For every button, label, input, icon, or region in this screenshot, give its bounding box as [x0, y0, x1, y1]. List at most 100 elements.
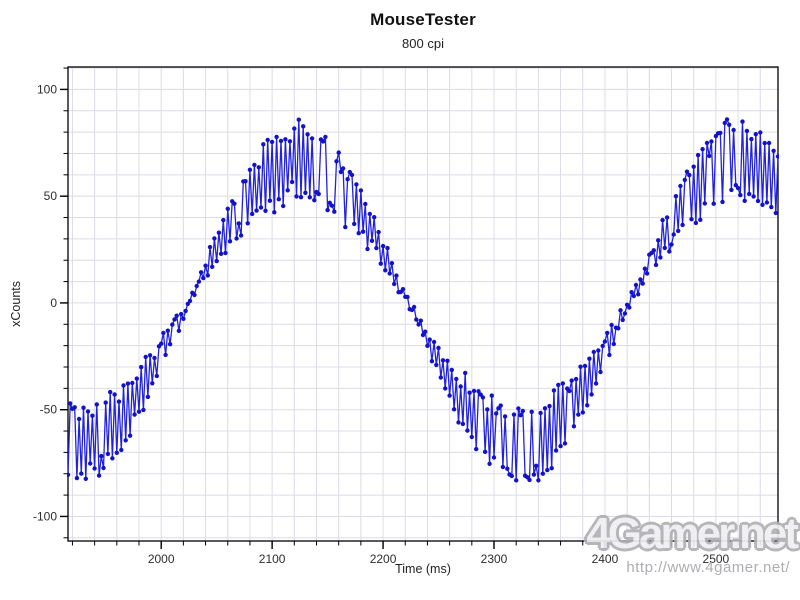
plot-border — [67, 66, 779, 542]
data-point — [724, 117, 730, 122]
data-point — [352, 221, 357, 227]
data-point — [289, 179, 295, 185]
data-point — [445, 358, 450, 363]
data-point — [141, 407, 146, 413]
data-point — [287, 139, 293, 144]
data-point — [127, 433, 133, 438]
axis-layer — [60, 67, 761, 549]
data-point — [243, 179, 248, 184]
data-point — [711, 201, 716, 206]
data-point — [553, 448, 559, 453]
data-point — [74, 475, 80, 481]
data-point — [245, 221, 250, 226]
data-point — [210, 264, 215, 269]
data-point — [560, 381, 565, 386]
data-point — [114, 450, 120, 455]
data-point — [292, 126, 297, 131]
data-point — [298, 195, 304, 200]
data-point — [414, 317, 419, 322]
data-point — [358, 188, 364, 193]
data-point — [489, 393, 494, 398]
data-point — [163, 352, 168, 358]
data-point — [238, 233, 244, 238]
data-point — [250, 211, 255, 217]
data-point — [263, 208, 268, 213]
data-point — [491, 455, 497, 460]
data-point — [429, 359, 435, 364]
data-point — [167, 342, 173, 347]
tick-labels: 2000 2100 2200 2300 2400 2500 100 50 0 -50 -100 — [33, 82, 730, 566]
data-point — [576, 412, 581, 417]
data-point — [753, 132, 758, 137]
data-point — [152, 355, 157, 361]
data-point — [684, 169, 690, 174]
data-point — [145, 394, 151, 400]
data-point — [367, 211, 372, 217]
data-point — [569, 378, 574, 383]
data-point — [707, 153, 712, 159]
data-point — [656, 238, 661, 243]
data-point — [252, 162, 257, 168]
data-point — [427, 337, 432, 342]
x-tick-label: 2400 — [592, 552, 619, 566]
data-point — [94, 402, 100, 407]
data-point — [316, 191, 321, 197]
data-point — [582, 363, 588, 369]
data-point — [587, 356, 592, 361]
data-point — [758, 130, 763, 135]
data-point — [214, 258, 219, 264]
data-point — [640, 281, 645, 286]
data-point — [629, 290, 634, 295]
data-point — [372, 215, 377, 220]
data-point — [338, 169, 344, 175]
data-point — [363, 201, 368, 207]
data-point — [516, 406, 521, 411]
data-point — [518, 413, 523, 418]
data-point — [278, 138, 284, 144]
data-point — [196, 279, 202, 284]
data-point — [482, 449, 488, 454]
data-point — [700, 147, 705, 152]
data-point — [667, 249, 672, 254]
data-point — [67, 472, 71, 477]
data-point — [418, 318, 423, 323]
data-point — [454, 376, 459, 382]
data-point — [68, 401, 73, 406]
data-point — [693, 220, 699, 226]
data-point — [374, 245, 379, 251]
data-point — [405, 294, 410, 300]
data-point — [154, 373, 159, 379]
data-point — [749, 136, 754, 142]
data-point — [567, 388, 572, 394]
data-point — [130, 380, 135, 386]
data-point — [469, 434, 474, 440]
data-point — [88, 461, 93, 466]
data-point — [221, 217, 226, 223]
data-point — [755, 198, 761, 204]
data-point — [660, 217, 665, 223]
data-point — [254, 208, 259, 213]
data-point — [139, 364, 144, 370]
y-tick-label: 50 — [44, 189, 58, 203]
data-point — [223, 250, 228, 256]
data-point — [751, 194, 756, 199]
data-point — [502, 414, 508, 419]
data-point — [343, 224, 348, 230]
y-axis-label: xCounts — [9, 281, 23, 327]
data-point — [105, 451, 111, 457]
data-point — [738, 192, 743, 198]
data-point — [99, 453, 104, 459]
data-point — [511, 412, 517, 417]
data-point — [744, 128, 750, 134]
data-point — [150, 381, 155, 386]
data-point — [85, 409, 91, 414]
data-point — [236, 221, 241, 226]
data-point — [274, 134, 279, 140]
data-point — [380, 243, 386, 249]
data-point — [704, 140, 710, 146]
data-point — [301, 124, 306, 129]
data-point — [276, 197, 281, 202]
data-point — [527, 477, 532, 483]
data-point — [729, 187, 734, 193]
data-point — [360, 229, 366, 234]
